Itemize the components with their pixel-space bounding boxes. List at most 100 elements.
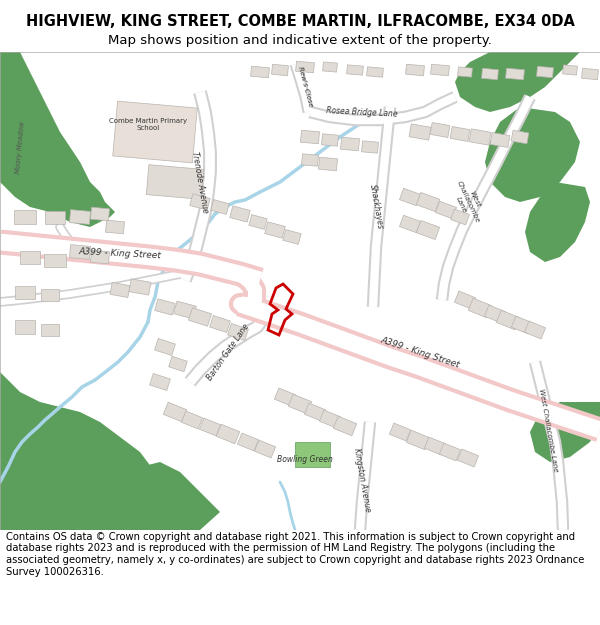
- Text: Rosea Bridge Lane: Rosea Bridge Lane: [326, 106, 398, 118]
- Bar: [45, 211, 65, 224]
- Bar: [430, 122, 450, 138]
- Text: Map shows position and indicative extent of the property.: Map shows position and indicative extent…: [108, 34, 492, 47]
- Bar: [113, 101, 197, 163]
- Bar: [458, 67, 472, 77]
- Bar: [254, 440, 275, 458]
- Bar: [274, 388, 296, 406]
- Bar: [416, 192, 440, 211]
- Polygon shape: [530, 402, 600, 462]
- Bar: [155, 339, 175, 356]
- Bar: [209, 316, 230, 332]
- Bar: [163, 402, 187, 422]
- Bar: [15, 286, 35, 299]
- Bar: [251, 66, 269, 78]
- Bar: [44, 254, 66, 266]
- Bar: [14, 210, 36, 224]
- Text: West Challacombe Lane: West Challacombe Lane: [538, 388, 558, 472]
- Text: Combe Martin Primary
School: Combe Martin Primary School: [109, 118, 187, 131]
- Polygon shape: [0, 52, 115, 227]
- Bar: [110, 282, 130, 298]
- Bar: [129, 279, 151, 295]
- Polygon shape: [0, 362, 155, 530]
- Bar: [211, 199, 229, 214]
- Bar: [249, 214, 267, 229]
- Bar: [322, 134, 338, 146]
- Bar: [468, 298, 492, 318]
- Bar: [190, 194, 210, 210]
- Bar: [91, 208, 109, 221]
- Bar: [146, 164, 204, 199]
- Polygon shape: [295, 442, 330, 467]
- Bar: [439, 443, 461, 461]
- Bar: [265, 222, 285, 238]
- Bar: [288, 394, 312, 414]
- Bar: [406, 430, 430, 450]
- Bar: [469, 129, 491, 145]
- Bar: [238, 433, 259, 451]
- Bar: [341, 138, 359, 151]
- Bar: [302, 154, 319, 166]
- Bar: [41, 324, 59, 336]
- Bar: [367, 67, 383, 77]
- Bar: [400, 188, 421, 206]
- Text: A399 - King Street: A399 - King Street: [79, 248, 161, 261]
- Bar: [70, 244, 91, 259]
- Bar: [296, 61, 314, 72]
- Bar: [15, 320, 35, 334]
- Bar: [301, 130, 319, 144]
- Bar: [451, 209, 469, 225]
- Text: Bowling Green: Bowling Green: [277, 456, 333, 464]
- Bar: [536, 66, 553, 78]
- Text: Barton Gate Lane: Barton Gate Lane: [205, 322, 251, 382]
- Text: HIGHVIEW, KING STREET, COMBE MARTIN, ILFRACOMBE, EX34 0DA: HIGHVIEW, KING STREET, COMBE MARTIN, ILF…: [26, 14, 574, 29]
- Bar: [511, 130, 529, 144]
- Bar: [424, 437, 446, 455]
- Text: Shackhayes: Shackhayes: [368, 184, 385, 230]
- Bar: [362, 141, 379, 153]
- Bar: [319, 158, 337, 171]
- Bar: [20, 251, 40, 264]
- Bar: [149, 374, 170, 391]
- Bar: [389, 423, 410, 441]
- Bar: [173, 301, 196, 319]
- Bar: [283, 229, 301, 244]
- Bar: [490, 132, 510, 148]
- Bar: [400, 215, 421, 232]
- Bar: [581, 68, 598, 79]
- Bar: [506, 68, 524, 80]
- Bar: [416, 221, 440, 239]
- Bar: [347, 65, 364, 75]
- Bar: [169, 356, 187, 372]
- Text: West
Challacombe
Lane: West Challacombe Lane: [449, 177, 487, 227]
- Bar: [188, 308, 212, 326]
- Text: Rew's Close: Rew's Close: [297, 66, 313, 108]
- Text: Trenode Avenue: Trenode Avenue: [190, 151, 210, 214]
- Bar: [319, 410, 341, 428]
- Bar: [563, 65, 577, 75]
- Bar: [333, 416, 357, 436]
- Text: Contains OS data © Crown copyright and database right 2021. This information is : Contains OS data © Crown copyright and d…: [6, 532, 584, 577]
- Bar: [524, 321, 545, 339]
- Bar: [323, 62, 337, 72]
- Bar: [406, 64, 424, 76]
- Bar: [484, 305, 506, 323]
- Bar: [155, 299, 175, 315]
- Text: A399 - King Street: A399 - King Street: [379, 335, 461, 369]
- Bar: [216, 424, 240, 444]
- Polygon shape: [485, 107, 580, 202]
- Bar: [454, 291, 476, 309]
- Text: Moory Meadow: Moory Meadow: [15, 121, 25, 174]
- Bar: [436, 201, 457, 219]
- Bar: [70, 209, 91, 224]
- Bar: [106, 220, 124, 234]
- Bar: [482, 68, 499, 79]
- Bar: [230, 206, 250, 222]
- Bar: [304, 403, 326, 421]
- Bar: [41, 289, 59, 301]
- Bar: [181, 411, 203, 429]
- Polygon shape: [0, 432, 220, 530]
- Bar: [511, 316, 533, 334]
- Bar: [450, 126, 470, 141]
- Bar: [272, 64, 289, 76]
- Bar: [227, 324, 248, 341]
